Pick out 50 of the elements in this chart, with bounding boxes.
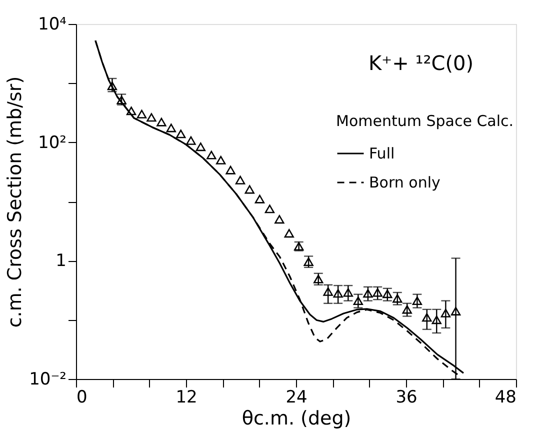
point — [353, 296, 363, 306]
x-axis-title: θc.m. (deg) — [242, 408, 352, 430]
y-tick-label: 10² — [38, 132, 66, 153]
point — [382, 290, 392, 298]
point — [333, 289, 343, 298]
point — [304, 257, 314, 266]
point — [343, 288, 353, 297]
point — [126, 106, 136, 116]
point — [274, 215, 284, 224]
point — [440, 308, 451, 318]
point — [450, 306, 461, 316]
point — [432, 316, 442, 324]
point — [186, 136, 196, 145]
x-tick-label: 0 — [76, 388, 88, 408]
point — [176, 130, 186, 138]
point — [206, 150, 216, 160]
point — [116, 96, 126, 104]
point — [264, 204, 275, 214]
x-tick-label: 24 — [286, 388, 308, 408]
point — [392, 294, 402, 303]
point — [146, 113, 156, 122]
point — [363, 289, 373, 298]
point — [402, 305, 412, 314]
x-tick-label: 48 — [494, 388, 516, 408]
legend-label: Born only — [369, 174, 440, 192]
point — [235, 176, 246, 184]
y-tick-label: 1 — [56, 251, 66, 272]
point — [284, 229, 294, 238]
legend-label: Full — [369, 144, 395, 162]
point — [323, 287, 333, 296]
point — [314, 274, 324, 284]
y-tick-label: 10⁴ — [38, 14, 67, 34]
point — [412, 296, 422, 306]
point — [422, 313, 432, 322]
annotation: K⁺+ ¹²C(0) — [368, 51, 474, 75]
point — [254, 194, 265, 204]
point — [166, 124, 176, 132]
y-axis-title: c.m. Cross Section (mb/sr) — [4, 76, 26, 328]
point — [196, 142, 206, 152]
point — [156, 118, 166, 126]
point — [136, 110, 147, 118]
x-tick-label: 12 — [176, 388, 198, 408]
point — [244, 185, 254, 194]
x-tick-label: 36 — [396, 388, 418, 408]
point — [372, 288, 382, 297]
y-tick-label: 10⁻² — [29, 370, 66, 390]
point — [107, 82, 118, 90]
point — [226, 166, 236, 174]
point — [216, 156, 226, 164]
legend-title: Momentum Space Calc. — [336, 112, 514, 130]
